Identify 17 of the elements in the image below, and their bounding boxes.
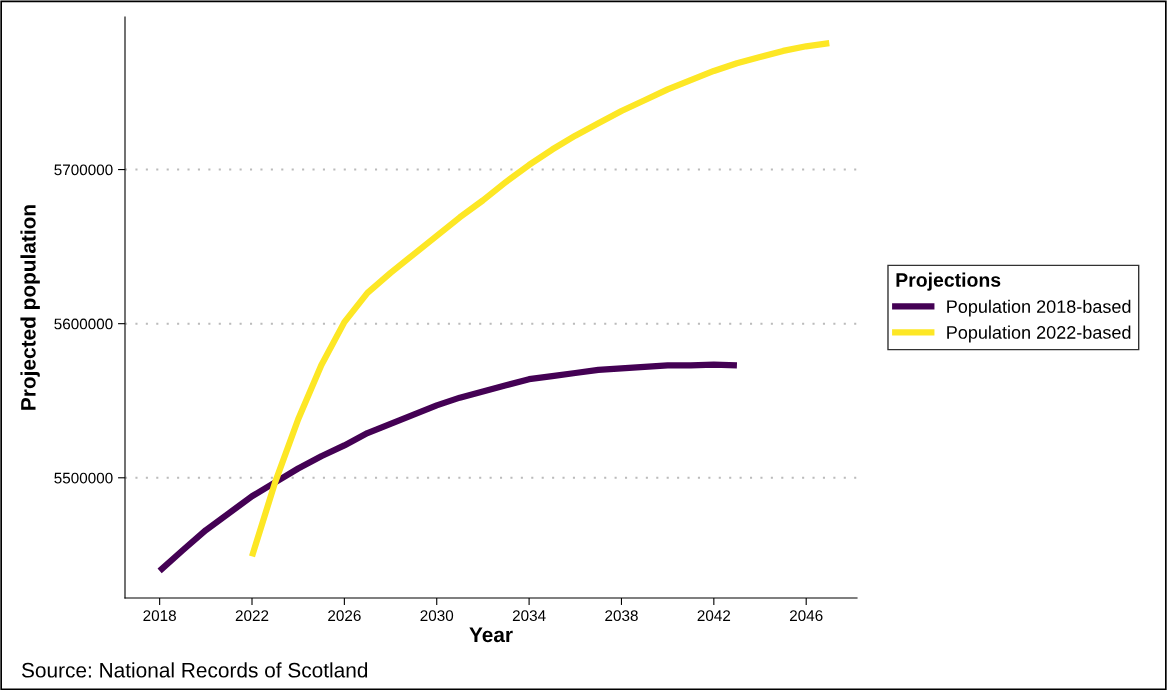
x-tick-label: 2022: [235, 610, 269, 622]
x-tick-label: 2026: [328, 610, 361, 622]
x-tick-label: 2030: [420, 610, 454, 622]
legend-label: Population 2018-based: [947, 299, 1131, 317]
x-tick-label: 2038: [605, 610, 638, 622]
y-tick-label: 5500000: [54, 472, 113, 484]
x-tick-label: 2018: [143, 610, 176, 622]
x-tick-label: 2034: [512, 610, 546, 622]
y-tick-label: 5700000: [54, 164, 113, 176]
legend-title: Projections: [896, 272, 1001, 291]
y-tick-label: 5600000: [54, 318, 113, 330]
y-axis-title: Projected population: [20, 205, 40, 410]
source-note: Source: National Records of Scotland: [21, 662, 368, 678]
x-axis-title: Year: [469, 627, 513, 643]
x-tick-label: 2042: [697, 610, 731, 622]
x-tick-label: 2046: [789, 610, 823, 622]
legend-label: Population 2022-based: [947, 325, 1131, 343]
